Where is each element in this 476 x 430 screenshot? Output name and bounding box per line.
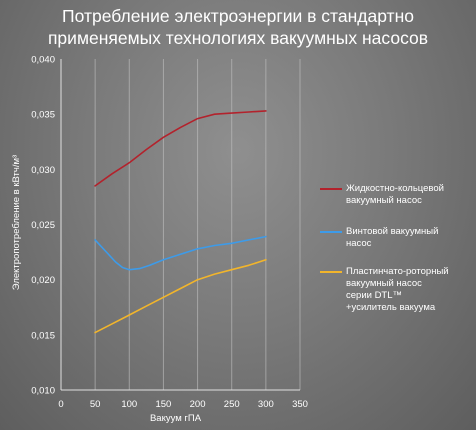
series-line-2 [94,235,267,271]
y-tick-label: 0,040 [31,55,55,66]
series-line-1 [94,110,267,187]
x-tick-label: 50 [90,399,101,410]
x-tick-label: 350 [292,399,308,410]
series-line-3 [94,258,267,334]
legend-swatch [320,271,342,273]
x-axis-label: Вакуум гПА [150,413,202,424]
x-tick-label: 0 [58,399,63,410]
legend-swatch [320,231,342,233]
legend-label: Пластинчато-роторный вакуумный насос сер… [346,266,449,313]
y-tick-label: 0,025 [31,220,55,231]
x-tick-label: 250 [224,399,240,410]
x-tick-label: 150 [155,399,171,410]
chart-title-line-1: Потребление электроэнергии в стандартно [62,6,414,26]
x-tick-label: 200 [190,399,206,410]
legend-label: Жидкостно-кольцевой вакуумный насос [346,183,444,206]
chart-title: Потребление электроэнергии в стандартно … [0,5,476,49]
legend-swatch [320,188,342,190]
y-tick-label: 0,020 [31,275,55,286]
y-tick-label: 0,030 [31,165,55,176]
legend-label: Винтовой вакуумный насос [346,226,439,249]
x-tick-label: 100 [121,399,137,410]
y-tick-label: 0,010 [31,386,55,397]
y-tick-label: 0,015 [31,330,55,341]
y-axis-label: Электропотребление в кВтч/м³ [11,155,22,290]
x-tick-label: 300 [258,399,274,410]
chart-title-line-2: применяемых технологиях вакуумных насосо… [47,28,429,48]
y-tick-label: 0,035 [31,110,55,121]
